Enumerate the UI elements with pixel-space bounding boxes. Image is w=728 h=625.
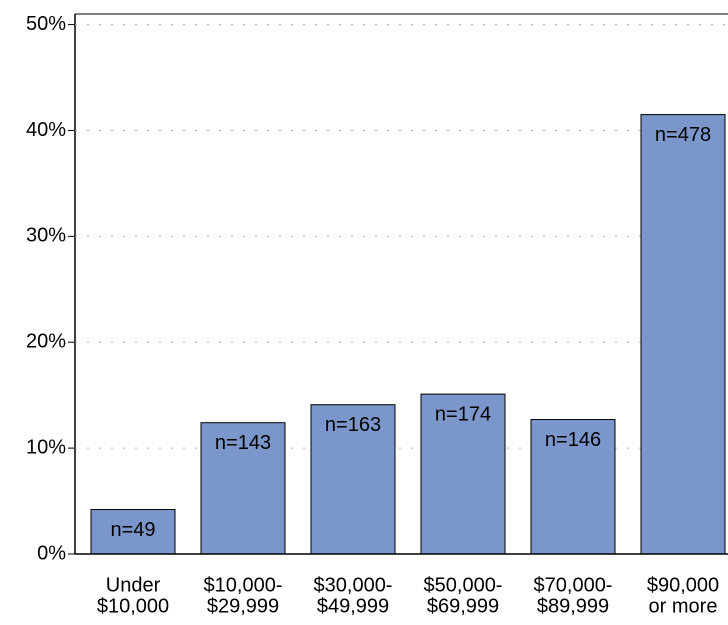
x-tick-label: $89,999 (537, 595, 609, 617)
x-tick-label: $29,999 (207, 595, 279, 617)
y-tick-label: 0% (37, 542, 66, 564)
x-tick-label: $70,000- (534, 574, 613, 596)
y-tick-label: 50% (26, 13, 66, 35)
bar-label: n=146 (545, 429, 601, 451)
y-tick-label: 30% (26, 225, 66, 247)
x-tick-label: $49,999 (317, 595, 389, 617)
x-tick-label: $90,000 (647, 574, 719, 596)
x-tick-label: $30,000- (314, 574, 393, 596)
bar-label: n=174 (435, 403, 491, 425)
bar (530, 419, 616, 555)
bar (200, 422, 286, 555)
bar (640, 114, 726, 555)
y-tick-label: 40% (26, 119, 66, 141)
bar (310, 404, 396, 555)
x-tick-label: $69,999 (427, 595, 499, 617)
bar (420, 393, 506, 555)
x-tick-label: $10,000 (97, 595, 169, 617)
y-tick-label: 10% (26, 436, 66, 458)
x-tick-label: $10,000- (204, 574, 283, 596)
y-tick-label: 20% (26, 331, 66, 353)
x-tick-label: Under (106, 574, 161, 596)
bar-label: n=49 (110, 519, 155, 541)
x-tick-label: $50,000- (424, 574, 503, 596)
bar-label: n=143 (215, 432, 271, 454)
bar-label: n=478 (655, 124, 711, 146)
x-tick-label: or more (649, 595, 718, 617)
bar-label: n=163 (325, 414, 381, 436)
